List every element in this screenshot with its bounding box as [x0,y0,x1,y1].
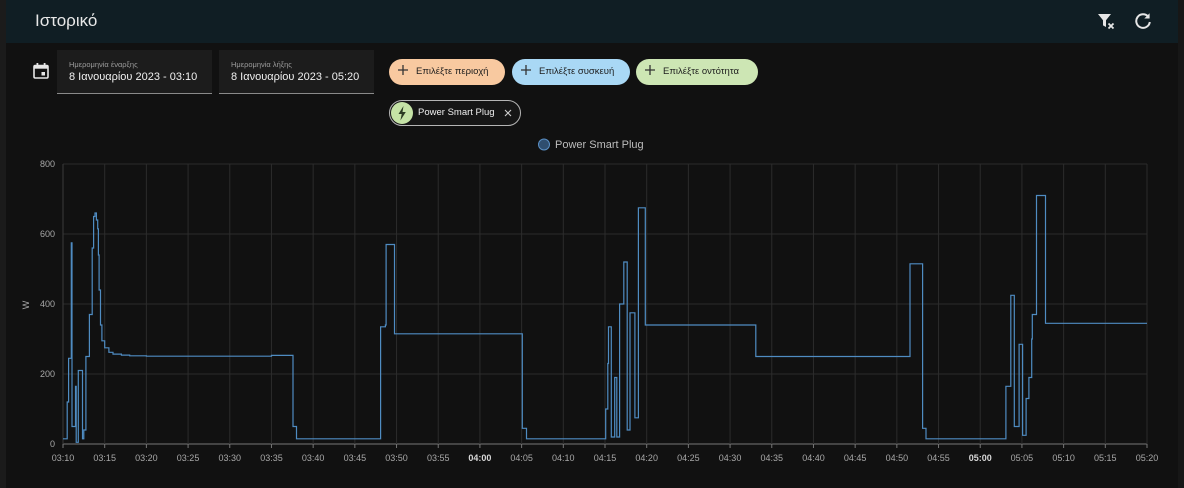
start-date-label: Ημερομηνία έναρξης [69,60,138,69]
x-tick-label: 04:40 [802,453,825,463]
x-tick-label: 03:55 [427,453,450,463]
plus-icon [645,65,655,75]
x-tick-label: 03:15 [93,453,116,463]
start-date-field[interactable]: Ημερομηνία έναρξης 8 Ιανουαρίου 2023 - 0… [57,50,212,94]
chart-legend[interactable]: Power Smart Plug [538,138,644,151]
history-chart: 0 200 400 600 800 03:10 03:15 03:20 03:25 03:30 0… [21,138,1159,463]
plus-icon [521,65,531,75]
x-tick-label: 04:50 [886,453,909,463]
x-tick-label: 04:30 [719,453,742,463]
x-tick-label: 05:15 [1094,453,1117,463]
top-app-bar: Ιστορικό [6,0,1178,43]
x-tick-label: 03:25 [177,453,200,463]
y-tick-label: 800 [40,159,55,169]
filter-remove-icon [1098,14,1115,30]
plus-icon [398,65,408,75]
x-tick-label: 04:15 [594,453,617,463]
close-icon[interactable] [503,108,513,118]
y-tick-label: 200 [40,369,55,379]
y-tick-label: 400 [40,299,55,309]
x-tick-label: 05:10 [1052,453,1075,463]
x-tick-label: 03:30 [219,453,242,463]
x-tick-label: 04:25 [677,453,700,463]
x-tick-label: 04:35 [761,453,784,463]
x-tick-label: 05:00 [969,453,992,463]
x-tick-label: 04:05 [510,453,533,463]
add-area-chip[interactable]: Επιλέξτε περιοχή [389,59,505,85]
refresh-button[interactable] [1131,9,1155,33]
y-tick-label: 0 [50,439,55,449]
refresh-icon [1135,13,1151,29]
x-tick-label: 04:10 [552,453,575,463]
clear-filter-button[interactable] [1094,9,1118,33]
flash-icon [398,106,406,121]
selected-entity-chip[interactable]: Power Smart Plug [389,100,521,126]
add-area-label: Επιλέξτε περιοχή [416,66,489,77]
x-tick-label: 05:05 [1011,453,1034,463]
y-axis-label: W [21,300,31,309]
x-tick-label: 03:50 [385,453,408,463]
legend-marker [538,138,550,151]
x-tick-label: 03:35 [260,453,283,463]
x-tick-label: 04:00 [468,453,491,463]
series-line-power-smart-plug[interactable] [63,194,1147,443]
add-device-chip[interactable]: Επιλέξτε συσκευή [512,59,630,85]
x-tick-label: 03:10 [52,453,75,463]
end-date-value: 8 Ιανουαρίου 2023 - 05:20 [231,71,360,83]
selected-entity-name: Power Smart Plug [418,107,495,118]
x-tick-label: 03:40 [302,453,325,463]
x-tick-label: 05:20 [1136,453,1159,463]
y-tick-label: 600 [40,229,55,239]
x-tick-label: 03:45 [344,453,367,463]
end-date-field[interactable]: Ημερομηνία λήξης 8 Ιανουαρίου 2023 - 05:… [219,50,374,94]
sidebar-edge [0,0,6,488]
end-date-label: Ημερομηνία λήξης [231,60,292,69]
add-device-label: Επιλέξτε συσκευή [539,66,615,77]
add-entity-label: Επιλέξτε οντότητα [663,66,739,77]
x-tick-label: 03:20 [135,453,158,463]
x-tick-label: 04:45 [844,453,867,463]
add-entity-chip[interactable]: Επιλέξτε οντότητα [636,59,758,85]
scroll-edge [1178,0,1184,488]
entity-avatar [391,102,413,124]
legend-entry: Power Smart Plug [555,139,644,151]
calendar-icon[interactable] [32,62,50,80]
x-tick-label: 04:20 [635,453,658,463]
x-tick-label: 04:55 [927,453,950,463]
page-title: Ιστορικό [35,11,98,30]
start-date-value: 8 Ιανουαρίου 2023 - 03:10 [69,71,198,83]
